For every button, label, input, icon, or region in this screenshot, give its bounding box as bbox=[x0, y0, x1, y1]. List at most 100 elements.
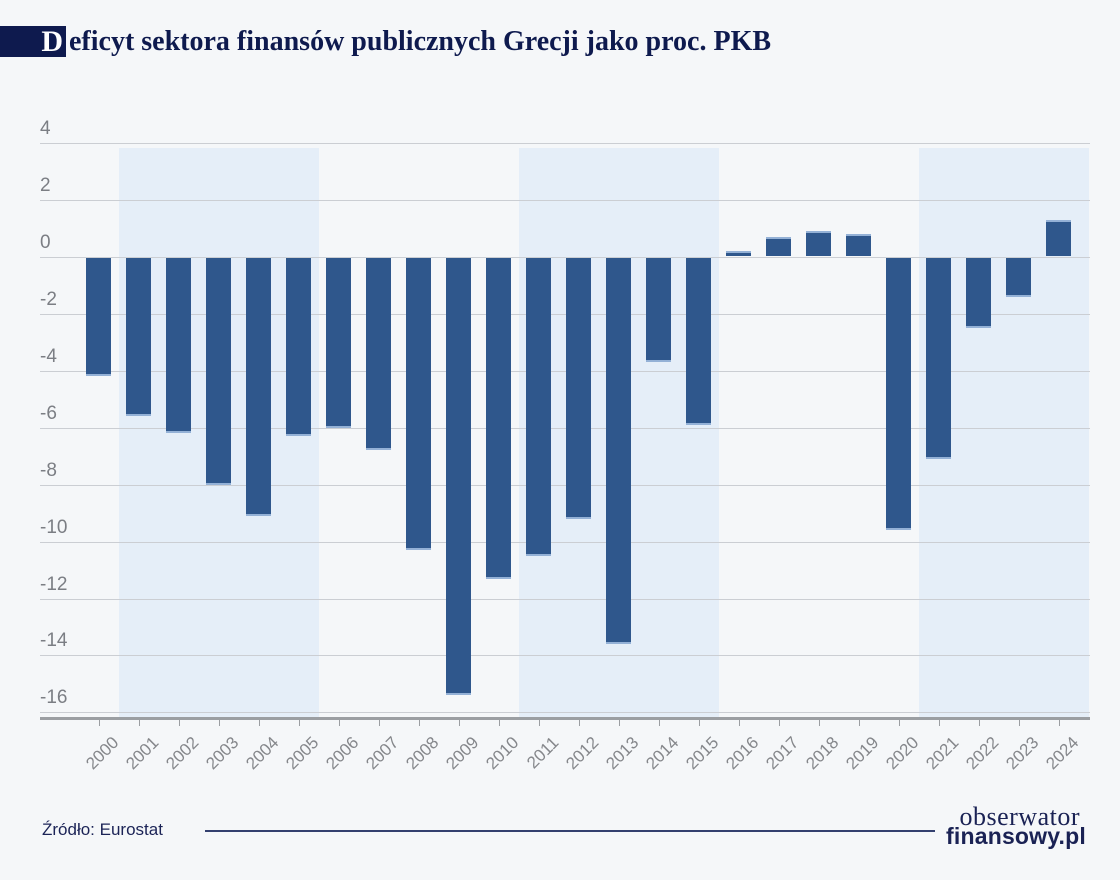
bar-2017 bbox=[766, 236, 791, 256]
source-label: Źródło: Eurostat bbox=[42, 820, 163, 839]
y-axis-tick-label: -10 bbox=[40, 516, 68, 538]
x-axis-tick bbox=[138, 720, 140, 726]
x-axis-tick bbox=[578, 720, 580, 726]
bar-2012 bbox=[566, 257, 591, 519]
x-axis-line bbox=[40, 717, 1090, 720]
x-axis-tick-label: 2016 bbox=[721, 733, 762, 774]
y-axis-tick-label: -14 bbox=[40, 630, 68, 652]
obserwator-finansowy-logo: obserwator finansowy.pl bbox=[946, 804, 1086, 848]
gridline bbox=[40, 712, 1090, 714]
bar-2002 bbox=[166, 257, 191, 434]
gridline bbox=[40, 598, 1090, 600]
x-axis-tick-label: 2009 bbox=[441, 733, 482, 774]
gridline bbox=[40, 655, 1090, 657]
x-axis-tick-label: 2024 bbox=[1041, 733, 1082, 774]
bar-2020 bbox=[886, 257, 911, 531]
title-dropcap: D bbox=[41, 25, 63, 58]
bar-2010 bbox=[486, 257, 511, 579]
logo-finansowy-text: finansowy.pl bbox=[946, 823, 1086, 849]
x-axis-tick bbox=[698, 720, 700, 726]
x-axis-tick bbox=[178, 720, 180, 726]
bar-2000 bbox=[86, 257, 111, 377]
x-axis-tick-label: 2007 bbox=[361, 733, 402, 774]
x-axis-tick bbox=[898, 720, 900, 726]
bar-2014 bbox=[646, 257, 671, 363]
bar-2011 bbox=[526, 257, 551, 556]
x-axis-tick-label: 2023 bbox=[1001, 733, 1042, 774]
x-axis-tick-label: 2011 bbox=[522, 733, 562, 773]
bar-2005 bbox=[286, 257, 311, 437]
bar-2003 bbox=[206, 257, 231, 485]
x-axis-tick bbox=[298, 720, 300, 726]
x-axis-tick-label: 2013 bbox=[601, 733, 642, 774]
bar-2016 bbox=[726, 251, 751, 256]
bar-2019 bbox=[846, 234, 871, 256]
bar-2018 bbox=[806, 231, 831, 256]
bar-2023 bbox=[1006, 257, 1031, 297]
x-axis-tick-label: 2004 bbox=[241, 733, 282, 774]
title-dropcap-box: D bbox=[0, 26, 66, 57]
y-axis-tick-label: 2 bbox=[40, 174, 51, 196]
y-axis-tick-label: -2 bbox=[40, 288, 57, 310]
x-axis-tick-label: 2015 bbox=[681, 733, 722, 774]
x-axis-tick bbox=[458, 720, 460, 726]
gridline bbox=[40, 427, 1090, 429]
x-axis-tick bbox=[218, 720, 220, 726]
x-axis-tick bbox=[618, 720, 620, 726]
logo-obserwator-text: obserwator bbox=[959, 802, 1080, 831]
gridline bbox=[40, 143, 1090, 144]
x-axis-tick bbox=[738, 720, 740, 726]
x-axis-tick bbox=[378, 720, 380, 726]
y-axis-tick-label: -12 bbox=[40, 573, 68, 595]
x-axis-tick bbox=[1058, 720, 1060, 726]
x-axis-tick bbox=[258, 720, 260, 726]
x-axis-tick bbox=[498, 720, 500, 726]
footer-divider bbox=[205, 830, 935, 832]
gridline bbox=[40, 541, 1090, 543]
gridline bbox=[40, 199, 1090, 201]
x-axis-tick-label: 2022 bbox=[961, 733, 1002, 774]
x-axis-tick bbox=[818, 720, 820, 726]
x-axis-tick-label: 2010 bbox=[481, 733, 522, 774]
bar-2015 bbox=[686, 257, 711, 425]
chart-title: eficyt sektora finansów publicznych Grec… bbox=[69, 26, 772, 57]
x-axis-tick-label: 2020 bbox=[881, 733, 922, 774]
y-axis-tick-label: 0 bbox=[40, 231, 51, 253]
x-axis-tick-label: 2014 bbox=[641, 733, 682, 774]
gridline bbox=[40, 313, 1090, 315]
x-axis-tick-label: 2002 bbox=[161, 733, 202, 774]
x-axis-tick bbox=[98, 720, 100, 726]
gridline bbox=[40, 370, 1090, 372]
bar-2004 bbox=[246, 257, 271, 516]
x-axis-tick-label: 2019 bbox=[841, 733, 882, 774]
x-axis-tick-label: 2012 bbox=[561, 733, 602, 774]
gridline bbox=[40, 256, 1090, 258]
y-axis-tick-label: -4 bbox=[40, 345, 57, 367]
x-axis-tick bbox=[978, 720, 980, 726]
x-axis-tick bbox=[658, 720, 660, 726]
x-axis-tick-label: 2003 bbox=[201, 733, 242, 774]
bar-2009 bbox=[446, 257, 471, 696]
x-axis-tick bbox=[338, 720, 340, 726]
y-axis-tick-label: -8 bbox=[40, 459, 57, 481]
chart-header: D eficyt sektora finansów publicznych Gr… bbox=[0, 25, 771, 57]
x-axis-tick bbox=[858, 720, 860, 726]
bar-2001 bbox=[126, 257, 151, 417]
bar-2007 bbox=[366, 257, 391, 451]
x-axis-tick-label: 2008 bbox=[401, 733, 442, 774]
y-axis-tick-label: 4 bbox=[40, 118, 51, 139]
x-axis-tick-label: 2001 bbox=[121, 733, 162, 774]
x-axis-tick-label: 2005 bbox=[281, 733, 322, 774]
bar-2024 bbox=[1046, 219, 1071, 256]
x-axis-tick bbox=[1018, 720, 1020, 726]
y-axis-tick-label: -6 bbox=[40, 402, 57, 424]
x-axis-tick-label: 2000 bbox=[81, 733, 122, 774]
bar-2006 bbox=[326, 257, 351, 428]
x-axis-tick-label: 2006 bbox=[321, 733, 362, 774]
x-axis-tick-label: 2021 bbox=[921, 733, 962, 774]
bar-2022 bbox=[966, 257, 991, 329]
x-axis-tick bbox=[418, 720, 420, 726]
bar-2008 bbox=[406, 257, 431, 551]
gridline bbox=[40, 484, 1090, 486]
